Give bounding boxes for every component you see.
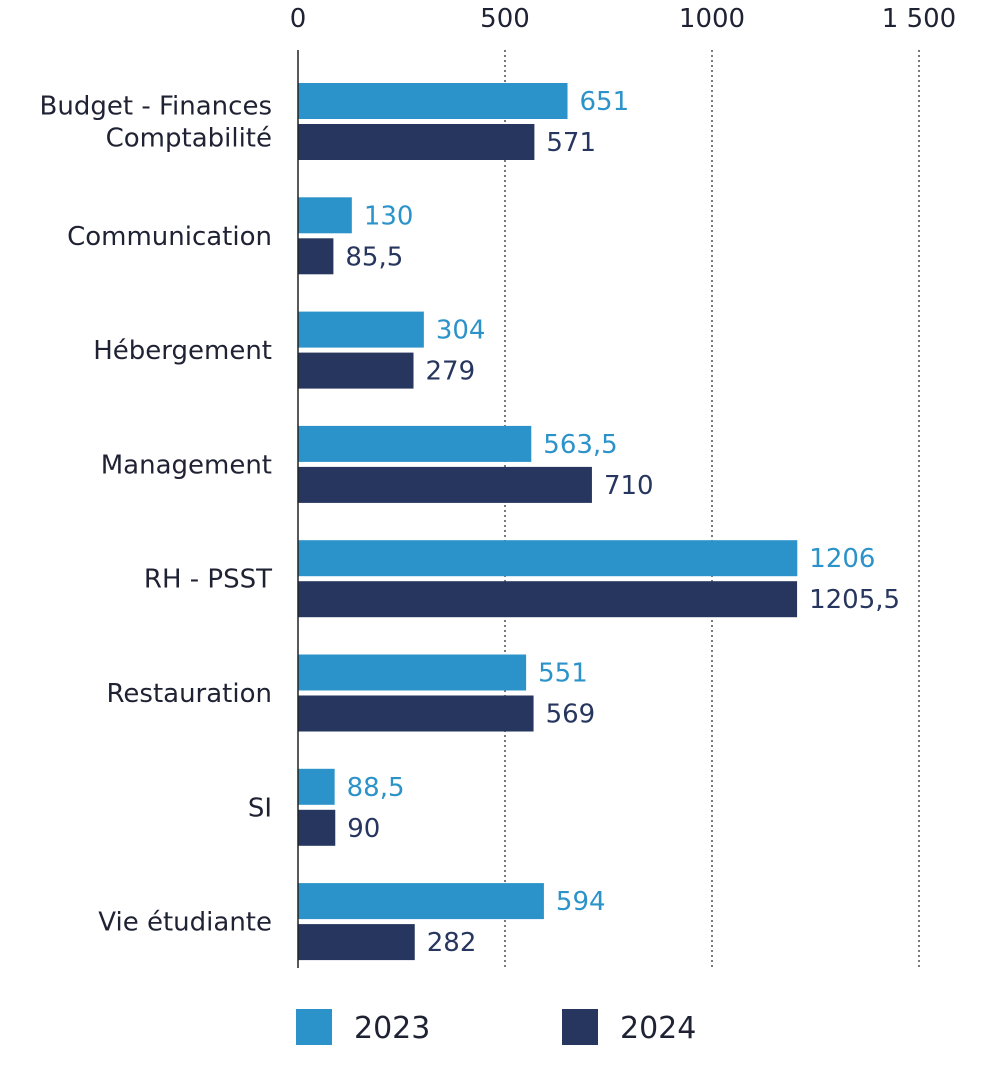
bar-2023 (298, 311, 424, 348)
category-label: RH - PSST (144, 565, 272, 595)
category-label: Restauration (107, 679, 272, 709)
data-label: 569 (546, 700, 596, 730)
x-tick-label: 1 500 (882, 4, 956, 34)
legend-label: 2023 (354, 1011, 430, 1046)
data-label: 563,5 (543, 430, 617, 460)
bar-2024 (298, 124, 535, 160)
data-label: 1206 (809, 544, 875, 574)
bar-2024 (298, 238, 334, 275)
data-label: 88,5 (347, 773, 405, 803)
legend-swatch-2024 (562, 1009, 598, 1045)
bar-2023 (298, 425, 532, 462)
category-label: Vie étudiante (98, 908, 272, 938)
data-label: 571 (546, 128, 596, 158)
bar-2024 (298, 466, 592, 503)
legend-swatch-2023 (296, 1009, 332, 1045)
bar-2024 (298, 352, 414, 389)
bar-2023 (298, 197, 352, 234)
data-label: 710 (604, 471, 654, 501)
bar-2024 (298, 695, 534, 732)
bar-2023 (298, 768, 335, 805)
category-label: SI (248, 793, 272, 823)
data-label: 594 (556, 887, 606, 917)
data-label: 279 (426, 357, 476, 387)
bar-2024 (298, 924, 415, 961)
data-label: 304 (436, 316, 486, 346)
x-tick-label: 0 (290, 4, 307, 34)
data-label: 651 (580, 87, 630, 117)
data-label: 551 (538, 659, 588, 689)
category-label: Communication (67, 222, 272, 252)
legend-label: 2024 (620, 1011, 696, 1046)
data-label: 85,5 (345, 242, 403, 272)
data-label: 1205,5 (809, 585, 900, 615)
x-tick-label: 500 (480, 4, 530, 34)
bar-2023 (298, 654, 527, 691)
bar-2023 (298, 540, 798, 577)
category-label: Comptabilité (106, 124, 272, 154)
data-label: 90 (347, 814, 380, 844)
bar-2024 (298, 581, 798, 618)
category-label: Hébergement (93, 336, 272, 366)
category-label: Budget - Finances (40, 92, 272, 122)
data-label: 130 (364, 201, 414, 231)
category-label: Management (101, 450, 272, 480)
x-tick-label: 1000 (679, 4, 745, 34)
bar-2023 (298, 883, 544, 920)
data-label: 282 (427, 928, 477, 958)
bar-2023 (298, 83, 568, 119)
bar-2024 (298, 809, 336, 846)
